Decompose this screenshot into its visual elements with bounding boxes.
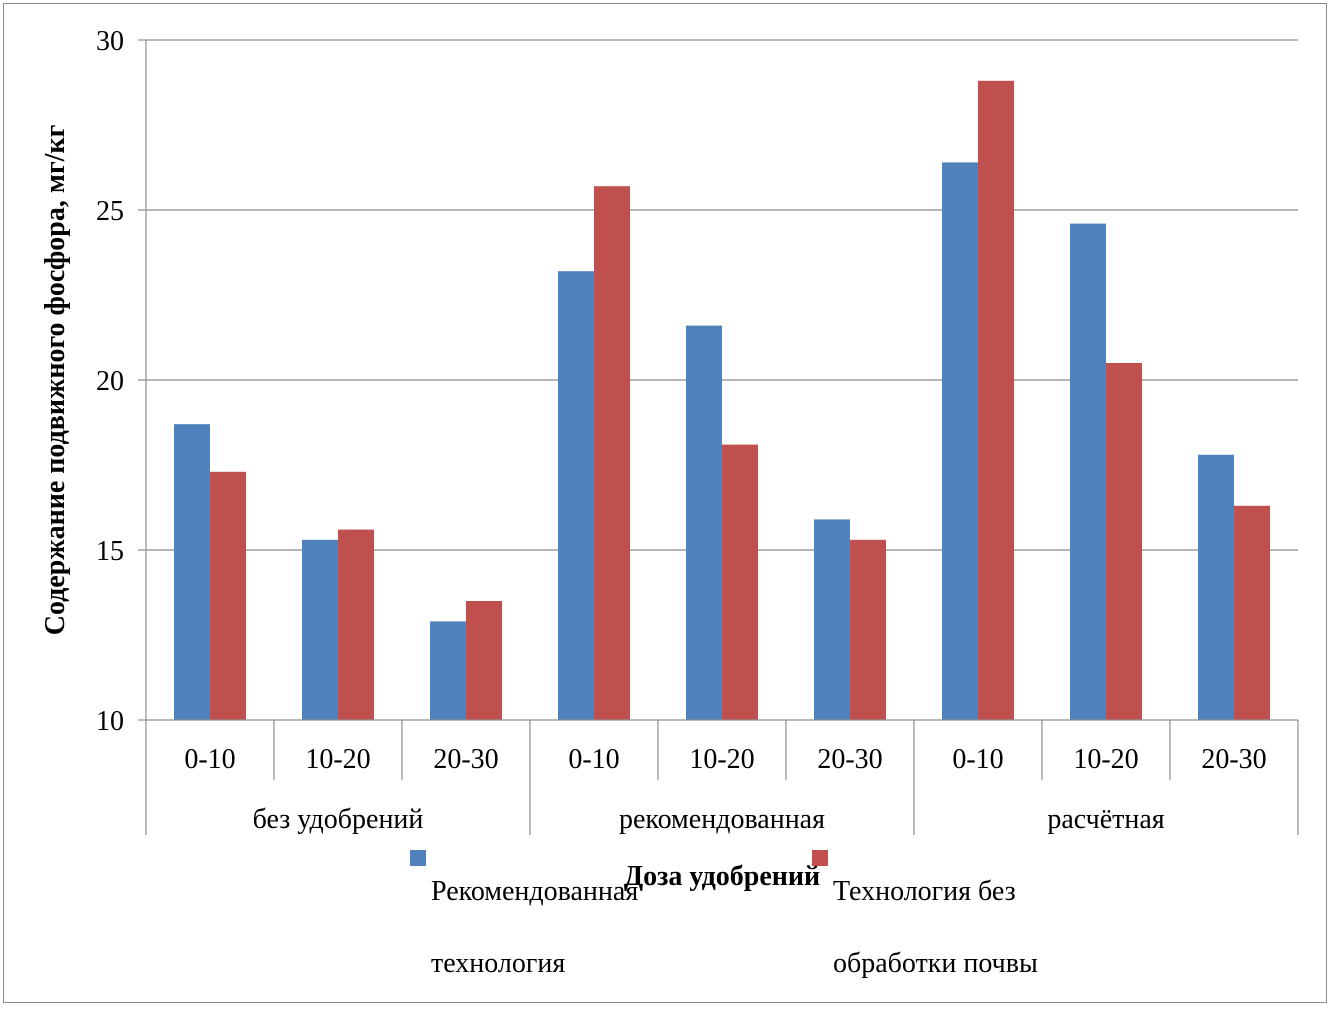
legend-label-series-1: Рекомендованная технология	[431, 838, 638, 1018]
legend-label-line: технология	[431, 948, 566, 979]
bar-2-2	[338, 529, 374, 720]
x-category-label: 0-10	[184, 744, 235, 775]
x-group-label: расчётная	[1047, 804, 1164, 835]
bar-1-7	[942, 162, 978, 720]
bar-1-8	[1070, 223, 1106, 720]
bar-2-7	[978, 80, 1014, 721]
legend-swatch-series-2	[812, 850, 828, 866]
bar-2-3	[466, 601, 502, 720]
legend-label-series-2: Технология без обработки почвы	[833, 838, 1038, 1018]
x-category-label: 0-10	[568, 744, 619, 775]
y-tick-label: 30	[96, 26, 124, 57]
x-group-label: рекомендованная	[619, 804, 825, 835]
x-axis-title: Доза удобрений	[624, 861, 820, 892]
y-axis-title: Содержание подвижного фосфора, мг/кг	[40, 125, 71, 636]
bar-1-2	[302, 539, 338, 720]
legend-swatch-series-1	[410, 850, 426, 866]
legend-label-line: Рекомендованная	[431, 876, 639, 907]
bar-2-9	[1234, 505, 1270, 720]
bar-2-8	[1106, 363, 1142, 720]
x-group-label: без удобрений	[253, 804, 424, 835]
x-category-label: 20-30	[433, 744, 498, 775]
x-category-label: 10-20	[1073, 744, 1138, 775]
x-category-label: 0-10	[952, 744, 1003, 775]
bar-2-6	[850, 539, 886, 720]
x-category-label: 20-30	[817, 744, 882, 775]
legend: Рекомендованная технология Технология бе…	[0, 838, 1332, 998]
legend-item-series-2: Технология без обработки почвы	[812, 838, 1038, 1018]
bars	[174, 80, 1270, 721]
x-category-label: 20-30	[1201, 744, 1266, 775]
legend-item-series-1: Рекомендованная технология	[410, 838, 638, 1018]
bar-1-4	[558, 271, 594, 720]
bar-1-9	[1198, 454, 1234, 720]
axes	[145, 40, 1299, 835]
legend-label-line: Технология без	[833, 876, 1016, 907]
y-tick-label: 10	[96, 706, 124, 737]
x-category-label: 10-20	[689, 744, 754, 775]
x-category-labels: 0-10 10-20 20-30 0-10 10-20 20-30 0-10 10-20 20-…	[184, 744, 1266, 775]
bar-1-5	[686, 325, 722, 720]
bar-2-1	[210, 471, 246, 720]
bar-1-6	[814, 519, 850, 720]
x-category-label: 10-20	[305, 744, 370, 775]
legend-label-line: обработки почвы	[833, 948, 1038, 979]
bar-2-5	[722, 444, 758, 720]
bar-2-4	[594, 186, 630, 720]
bar-1-3	[430, 621, 466, 720]
y-tick-label: 25	[96, 196, 124, 227]
bar-1-1	[174, 424, 210, 720]
x-group-labels: без удобрений рекомендованная расчётная	[253, 804, 1165, 835]
y-tick-label: 15	[96, 536, 124, 567]
y-tick-labels: 10 15 20 25 30	[96, 26, 124, 737]
y-tick-label: 20	[96, 366, 124, 397]
